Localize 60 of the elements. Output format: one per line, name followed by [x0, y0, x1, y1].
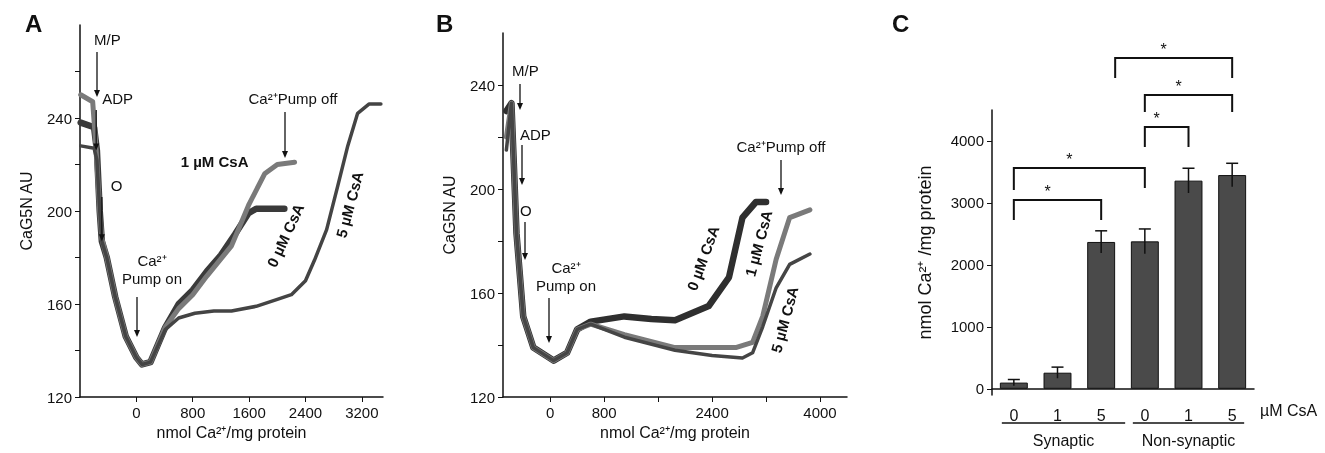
text: 5 µM CsA — [332, 169, 367, 240]
annotation: Ca²⁺Pump off — [736, 138, 827, 155]
x-tick-label: 1 — [1184, 406, 1194, 424]
x-tick-label: 2400 — [695, 404, 729, 421]
text: * — [1175, 78, 1182, 95]
y-tick-label: 120 — [469, 388, 495, 406]
text: 5 µM CsA — [767, 284, 802, 355]
x-tick-label: 4000 — [803, 404, 837, 421]
text: * — [1160, 41, 1167, 58]
y-tick-label: 0 — [975, 380, 984, 398]
annotation: ADP — [520, 126, 551, 143]
text: 0 µM CsA — [263, 200, 308, 270]
y-tick-label: 120 — [46, 388, 72, 406]
text: Non-synaptic — [1141, 432, 1236, 449]
chart-title: C — [892, 9, 910, 37]
y-tick-label: 3000 — [950, 194, 984, 212]
y-axis-title: nmol Ca²⁺ /mg protein — [915, 165, 935, 340]
text: Synaptic — [1032, 432, 1095, 449]
y-tick-label: 2000 — [950, 256, 984, 274]
y-axis-title: CaG5N AU — [17, 171, 35, 251]
x-tick-label: 0 — [132, 404, 141, 421]
x-tick-label: 0 — [546, 404, 555, 421]
annotation: Ca²⁺Pump off — [248, 90, 339, 107]
annotation: M/P — [94, 31, 121, 48]
annotation: Ca²⁺ Pump on — [121, 252, 183, 287]
y-tick-label: 200 — [46, 202, 72, 220]
x-tick-label: 800 — [180, 404, 206, 421]
annotation: O — [520, 202, 532, 219]
x-tick-label: 5 — [1227, 406, 1237, 424]
x-tick-label: 0 — [1009, 406, 1019, 424]
x-tick-label: 5 — [1096, 406, 1106, 424]
y-tick-label: 4000 — [950, 132, 984, 150]
chart-title: B — [436, 9, 454, 37]
text: 0 µM CsA — [683, 223, 723, 293]
y-tick-label: 1000 — [950, 318, 984, 336]
annotation: ADP — [102, 90, 134, 107]
x-tick-label: 1600 — [232, 404, 266, 421]
x-axis-title: µM CsA — [1260, 402, 1318, 420]
x-tick-label: 800 — [591, 404, 617, 421]
x-tick-label: 1 — [1053, 406, 1063, 424]
y-tick-label: 240 — [469, 76, 495, 94]
series-label: 1 µM CsA — [180, 153, 249, 171]
chart-title: A — [25, 9, 43, 37]
text: 1 µM CsA — [741, 208, 776, 279]
x-tick-label: 3200 — [345, 404, 379, 421]
y-axis-title: CaG5N AU — [440, 175, 458, 255]
annotation: O — [110, 177, 123, 194]
annotation: * — [1066, 151, 1073, 168]
x-tick-label: 0 — [1140, 406, 1150, 424]
annotation: * — [1044, 183, 1051, 200]
y-tick-label: 160 — [46, 295, 72, 313]
annotation: Ca²⁺ Pump on — [535, 259, 597, 294]
y-tick-label: 240 — [46, 109, 72, 127]
annotation: * — [1153, 110, 1160, 127]
y-tick-label: 160 — [469, 284, 495, 302]
x-axis-title: nmol Ca²⁺/mg protein — [600, 424, 750, 442]
annotation: M/P — [512, 62, 539, 79]
x-tick-label: 2400 — [288, 404, 323, 421]
y-tick-label: 200 — [469, 180, 495, 198]
x-axis-title: nmol Ca²⁺/mg protein — [156, 424, 307, 442]
